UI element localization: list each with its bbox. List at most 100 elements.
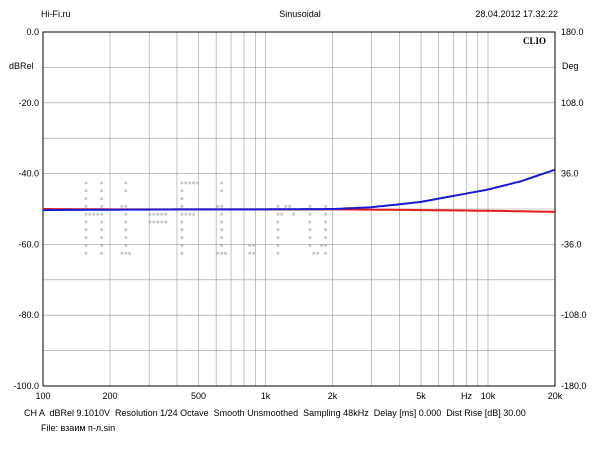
watermark-dot <box>152 220 156 224</box>
x-tick-label: Hz <box>461 391 472 401</box>
watermark-dot <box>252 251 256 255</box>
watermark-dot <box>100 204 104 208</box>
watermark-dot <box>188 181 192 185</box>
watermark-dot <box>312 251 316 255</box>
x-tick-label: 1k <box>261 391 271 401</box>
watermark-dot <box>276 212 280 216</box>
watermark-dot <box>100 251 104 255</box>
watermark-dot <box>324 251 327 255</box>
watermark-dot <box>216 251 220 255</box>
watermark-dot <box>224 251 228 255</box>
y2-tick-label: 180.0 <box>561 27 584 37</box>
watermark-dot <box>316 251 320 255</box>
watermark-dot <box>308 220 312 224</box>
watermark-dot <box>276 228 280 232</box>
y2-tick-label: -36.0 <box>561 239 582 249</box>
watermark-dot <box>180 204 184 208</box>
watermark-dot <box>184 181 188 185</box>
x-tick-label: 200 <box>102 391 117 401</box>
watermark-dot <box>100 220 104 224</box>
watermark-dot <box>156 212 160 216</box>
x-tick-label: 100 <box>35 391 50 401</box>
watermark-dot <box>276 251 280 255</box>
watermark-dot <box>180 251 184 255</box>
watermark-dot <box>220 212 224 216</box>
watermark-dot <box>100 181 104 185</box>
y-tick-label: 0.0 <box>26 27 39 37</box>
watermark-dot <box>120 251 124 255</box>
watermark-dot <box>124 220 128 224</box>
header-signal-type: Sinusoidal <box>279 9 321 19</box>
right-axis-unit: Deg <box>562 61 579 71</box>
x-tick-label: 20k <box>548 391 563 401</box>
y2-tick-label: -108.0 <box>561 310 587 320</box>
watermark-dot <box>192 181 196 185</box>
watermark-dot <box>124 181 128 185</box>
watermark-dot <box>180 236 184 240</box>
watermark-dot <box>160 220 164 224</box>
watermark-dot <box>84 212 88 216</box>
y-tick-label: -20.0 <box>18 98 39 108</box>
watermark-dot <box>84 204 88 208</box>
watermark-dot <box>276 220 280 224</box>
watermark-dot <box>324 212 327 216</box>
watermark-dot <box>88 212 92 216</box>
watermark-dot <box>184 212 188 216</box>
x-tick-label: 2k <box>328 391 338 401</box>
watermark-dot <box>276 236 280 240</box>
watermark-dot <box>220 220 224 224</box>
watermark-dot <box>280 212 284 216</box>
watermark-dot <box>308 212 312 216</box>
watermark-dot <box>96 212 100 216</box>
watermark-dot <box>100 197 104 201</box>
series-layer <box>42 168 556 213</box>
watermark-dot <box>308 204 312 208</box>
y-tick-label: -40.0 <box>18 169 39 179</box>
watermark-dot <box>84 189 88 193</box>
watermark-dot <box>160 212 164 216</box>
x-tick-label: 5k <box>416 391 426 401</box>
header-timestamp: 28.04.2012 17.32.22 <box>475 9 558 19</box>
watermark-dot <box>100 189 104 193</box>
watermark-dot <box>220 236 224 240</box>
clio-brand-label: CLIO <box>523 36 546 46</box>
watermark-dot <box>180 228 184 232</box>
watermark-dot <box>220 251 224 255</box>
y-tick-label: -100.0 <box>13 381 39 391</box>
watermark-dot <box>100 228 104 232</box>
watermark-dot <box>324 236 327 240</box>
watermark-dot <box>92 212 96 216</box>
y-tick-label: -80.0 <box>18 310 39 320</box>
left-axis-unit: dBRel <box>9 61 34 71</box>
watermark-dot <box>84 228 88 232</box>
y-tick-label: -60.0 <box>18 239 39 249</box>
watermark-dot <box>180 212 184 216</box>
file-name-line: File: взаим п-л.sin <box>41 423 116 433</box>
watermark-logo <box>84 181 327 255</box>
watermark-dot <box>124 251 128 255</box>
watermark-dot <box>216 204 220 208</box>
watermark-dot <box>248 251 252 255</box>
watermark-dot <box>180 197 184 201</box>
watermark-dot <box>324 204 327 208</box>
watermark-dot <box>124 236 128 240</box>
watermark-dot <box>220 204 224 208</box>
watermark-dot <box>124 228 128 232</box>
watermark-dot <box>100 212 104 216</box>
watermark-dot <box>308 228 312 232</box>
watermark-dot <box>164 220 168 224</box>
watermark-dot <box>120 204 124 208</box>
x-tick-label: 500 <box>191 391 206 401</box>
watermark-dot <box>124 204 128 208</box>
watermark-dot <box>324 220 327 224</box>
y2-tick-label: 36.0 <box>561 169 579 179</box>
watermark-dot <box>292 212 295 216</box>
x-tick-label: 10k <box>481 391 496 401</box>
watermark-dot <box>84 197 88 201</box>
watermark-dot <box>180 220 184 224</box>
watermark-dot <box>100 236 104 240</box>
watermark-dot <box>220 189 224 193</box>
axis-ticks: 100 200 500 1k 2k 5k Hz 10k 20k 0.0 -20.0 -40.0 -60.… <box>13 27 586 401</box>
series-line <box>42 168 556 212</box>
watermark-dot <box>180 189 184 193</box>
